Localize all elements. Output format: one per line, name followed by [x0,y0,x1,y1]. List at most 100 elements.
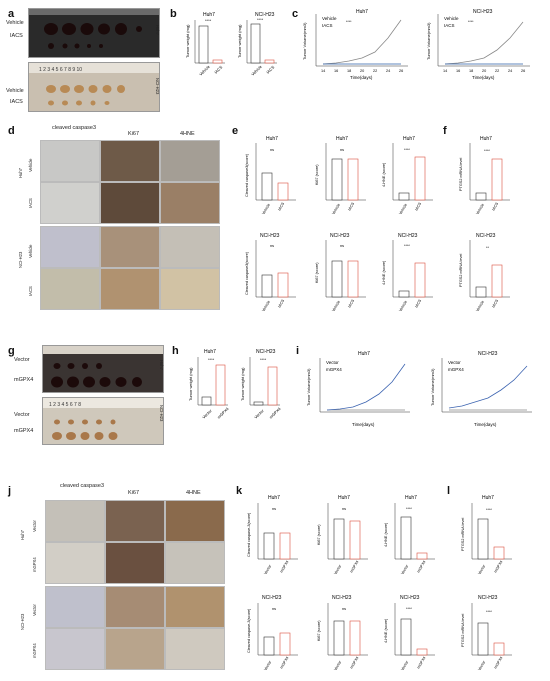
tumor-weight-chart-b: Huh7 NCI-H23 **** **** Tumor weight (mg)… [185,12,277,77]
c-tick-6: 26 [399,69,403,73]
tumor-photo-huh7-g [42,345,164,393]
j-row-mgpx4-1: mGPX4 [32,557,37,572]
panel-letter-j: j [8,485,12,497]
h-x-vector-h23: Vector [253,408,265,420]
k-x-4a: Vector [263,660,272,672]
e-sig-3: **** [404,148,410,152]
label-vehicle-a2: Vehicle [6,88,24,94]
k-x-6a: Vector [400,660,409,672]
label-vector-g1: Vector [14,357,30,363]
f-x-2b: IACS [491,298,499,308]
i-xlabel-h23: Time(days) [474,422,497,427]
ihc-h23-gpx-casp [45,628,105,670]
bar-iacs-h23 [264,59,275,64]
e-x-2a: Vehicle [331,203,341,216]
c-ylabel-huh7: Tumor Volume(mm3) [302,22,307,60]
panel-letter-f: f [443,125,447,137]
b-x-vehicle-h23: Vehicle [250,64,263,77]
ihc-h23-veh-ki67 [100,226,160,268]
ihc-huh7-vec-casp [45,500,105,542]
panel-letter-a: a [8,8,15,20]
b-x-vehicle-huh7: Vehicle [198,64,211,77]
ptgs2-chart-l: Huh7 NCI-H23 **** **** PTGS2 mRNA level … [461,495,512,672]
e-x-1a: Vehicle [261,203,271,216]
j-col-caspase: cleaved caspase3 [60,483,105,489]
e-x-3a: Vehicle [398,203,408,216]
tumor-photo-huh7 [28,8,160,58]
ihc-huh7-veh-4hne [160,140,220,182]
c-title-h23: NCI-H23 [473,9,493,15]
d-row-h23: NCI-H23 [18,251,23,268]
e-x-1b: IACS [277,201,285,211]
h-x-mgpx4-h23: mGPX4 [268,406,282,420]
f-ylabel-2: PTGS2 mRNA level [459,254,463,287]
l-title-2: NCI-H23 [478,595,498,601]
ihc-h23-vec-4hne [165,586,225,628]
d-row-iacs2: IACS [28,286,33,296]
ihc-huh7-gpx-casp [45,542,105,584]
panel-letter-d: d [8,125,15,137]
c-tick-h23-5: 24 [508,69,512,73]
e-x-3b: IACS [414,201,422,211]
c-xlabel-h23: Time(days) [472,75,495,80]
c-sig-huh7: **** [346,20,352,24]
c-tick-h23-4: 22 [495,69,499,73]
ihc-huh7-gpx-ki67 [105,542,165,584]
l-x-1b: mGPX4 [493,560,503,574]
b-x-iacs-h23: IACS [265,64,275,74]
f-x-2a: Vehicle [475,300,485,313]
panel-letter-l: l [447,485,451,497]
ihc-huh7-veh-casp [40,140,100,182]
ihc-h23-gpx-4hne [165,628,225,670]
c-line-vehicle-huh7 [322,19,402,65]
e-sig-6: **** [404,244,410,248]
b-title-h23: NCI-H23 [255,12,275,18]
ihc-h23-gpx-ki67 [105,628,165,670]
j-row-h23: NCI-H23 [20,613,25,630]
k-ylabel-4: Cleaved caspase-3(score) [247,608,251,653]
ihc-huh7-iacs-4hne [160,182,220,224]
k-x-5a: Vector [333,660,342,672]
d-col-4hne: 4HNE [180,131,195,137]
e-ylabel-1: Cleaved caspase3(score) [245,153,249,197]
i-legend-vector-huh7: Vector [326,360,339,365]
ihc-h23-iacs-casp [40,268,100,310]
ptgs2-chart-f: Huh7 NCI-H23 **** ** PTGS2 mRNA level PT… [459,136,510,313]
i-xlabel-huh7: Time(days) [352,422,375,427]
ihc-huh7-veh-ki67 [100,140,160,182]
e-ylabel-3: 4-HNE (score) [382,162,386,187]
b-x-iacs-huh7: IACS [213,64,223,74]
label-mgpx4-g2: mGPX4 [14,428,34,434]
c-tick-5: 24 [386,69,390,73]
c-ylabel-h23: Tumor Volume(mm3) [426,22,431,60]
e-ylabel-4: Cleaved caspase3(score) [245,251,249,295]
l-x-2a: Vector [477,660,486,672]
l-sig-1: **** [486,508,492,512]
panel-letter-c: c [292,8,299,20]
tumor-volume-chart-c: Huh7 NCI-H23 Vehicle IACS Vehicle IACS *… [302,9,530,80]
ihc-h23-vec-ki67 [105,586,165,628]
e-ylabel-6: 4-HNE (score) [382,260,386,285]
j-col-4hne: 4HNE [186,490,201,496]
d-col-caspase: cleaved caspase3 [52,125,97,131]
k-ylabel-1: Cleaved caspase-3(score) [247,512,251,557]
e-title-6: NCI-H23 [398,233,418,239]
k-title-1: Huh7 [268,495,280,501]
h-title-h23: NCI-H23 [256,349,276,355]
k-x-6b: mGPX4 [416,656,426,670]
f-ylabel-1: PTGS2 mRNA level [459,158,463,191]
label-h23-g: NCI-H23 [159,405,164,422]
label-mgpx4-g1: mGPX4 [14,377,34,383]
k-title-6: NCI-H23 [400,595,420,601]
bar-iacs-huh7 [212,59,223,64]
i-title-h23: NCI-H23 [478,351,498,357]
k-ylabel-6: 4-HNE (score) [384,618,388,643]
e-title-3: Huh7 [403,136,415,142]
k-x-2a: Vector [333,564,342,576]
h-x-vector-huh7: Vector [201,408,213,420]
panel-letter-h: h [172,345,179,357]
j-row-vector1: Vector [32,520,37,532]
f-x-1b: IACS [491,201,499,211]
e-ylabel-5: Ki67 (score) [315,262,319,283]
k-sig-2: ns [342,507,346,511]
